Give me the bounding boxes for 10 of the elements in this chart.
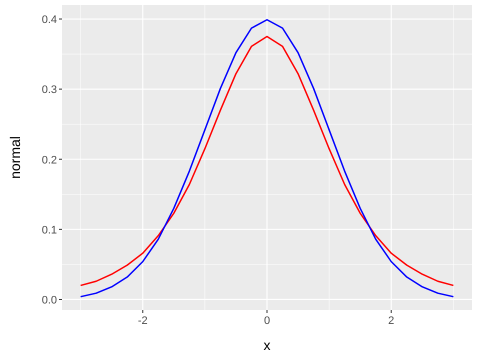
y-tick-label: 0.2 — [42, 154, 57, 166]
y-axis-title: normal — [7, 136, 23, 179]
x-axis-title: x — [264, 337, 270, 353]
x-tick-label: 0 — [264, 315, 270, 327]
x-tick-label: -2 — [138, 315, 148, 327]
y-tick-label: 0.0 — [42, 294, 57, 306]
y-tick-label: 0.1 — [42, 224, 57, 236]
y-tick-label: 0.4 — [42, 14, 57, 26]
x-tick-label: 2 — [388, 315, 394, 327]
y-tick-label: 0.3 — [42, 84, 57, 96]
